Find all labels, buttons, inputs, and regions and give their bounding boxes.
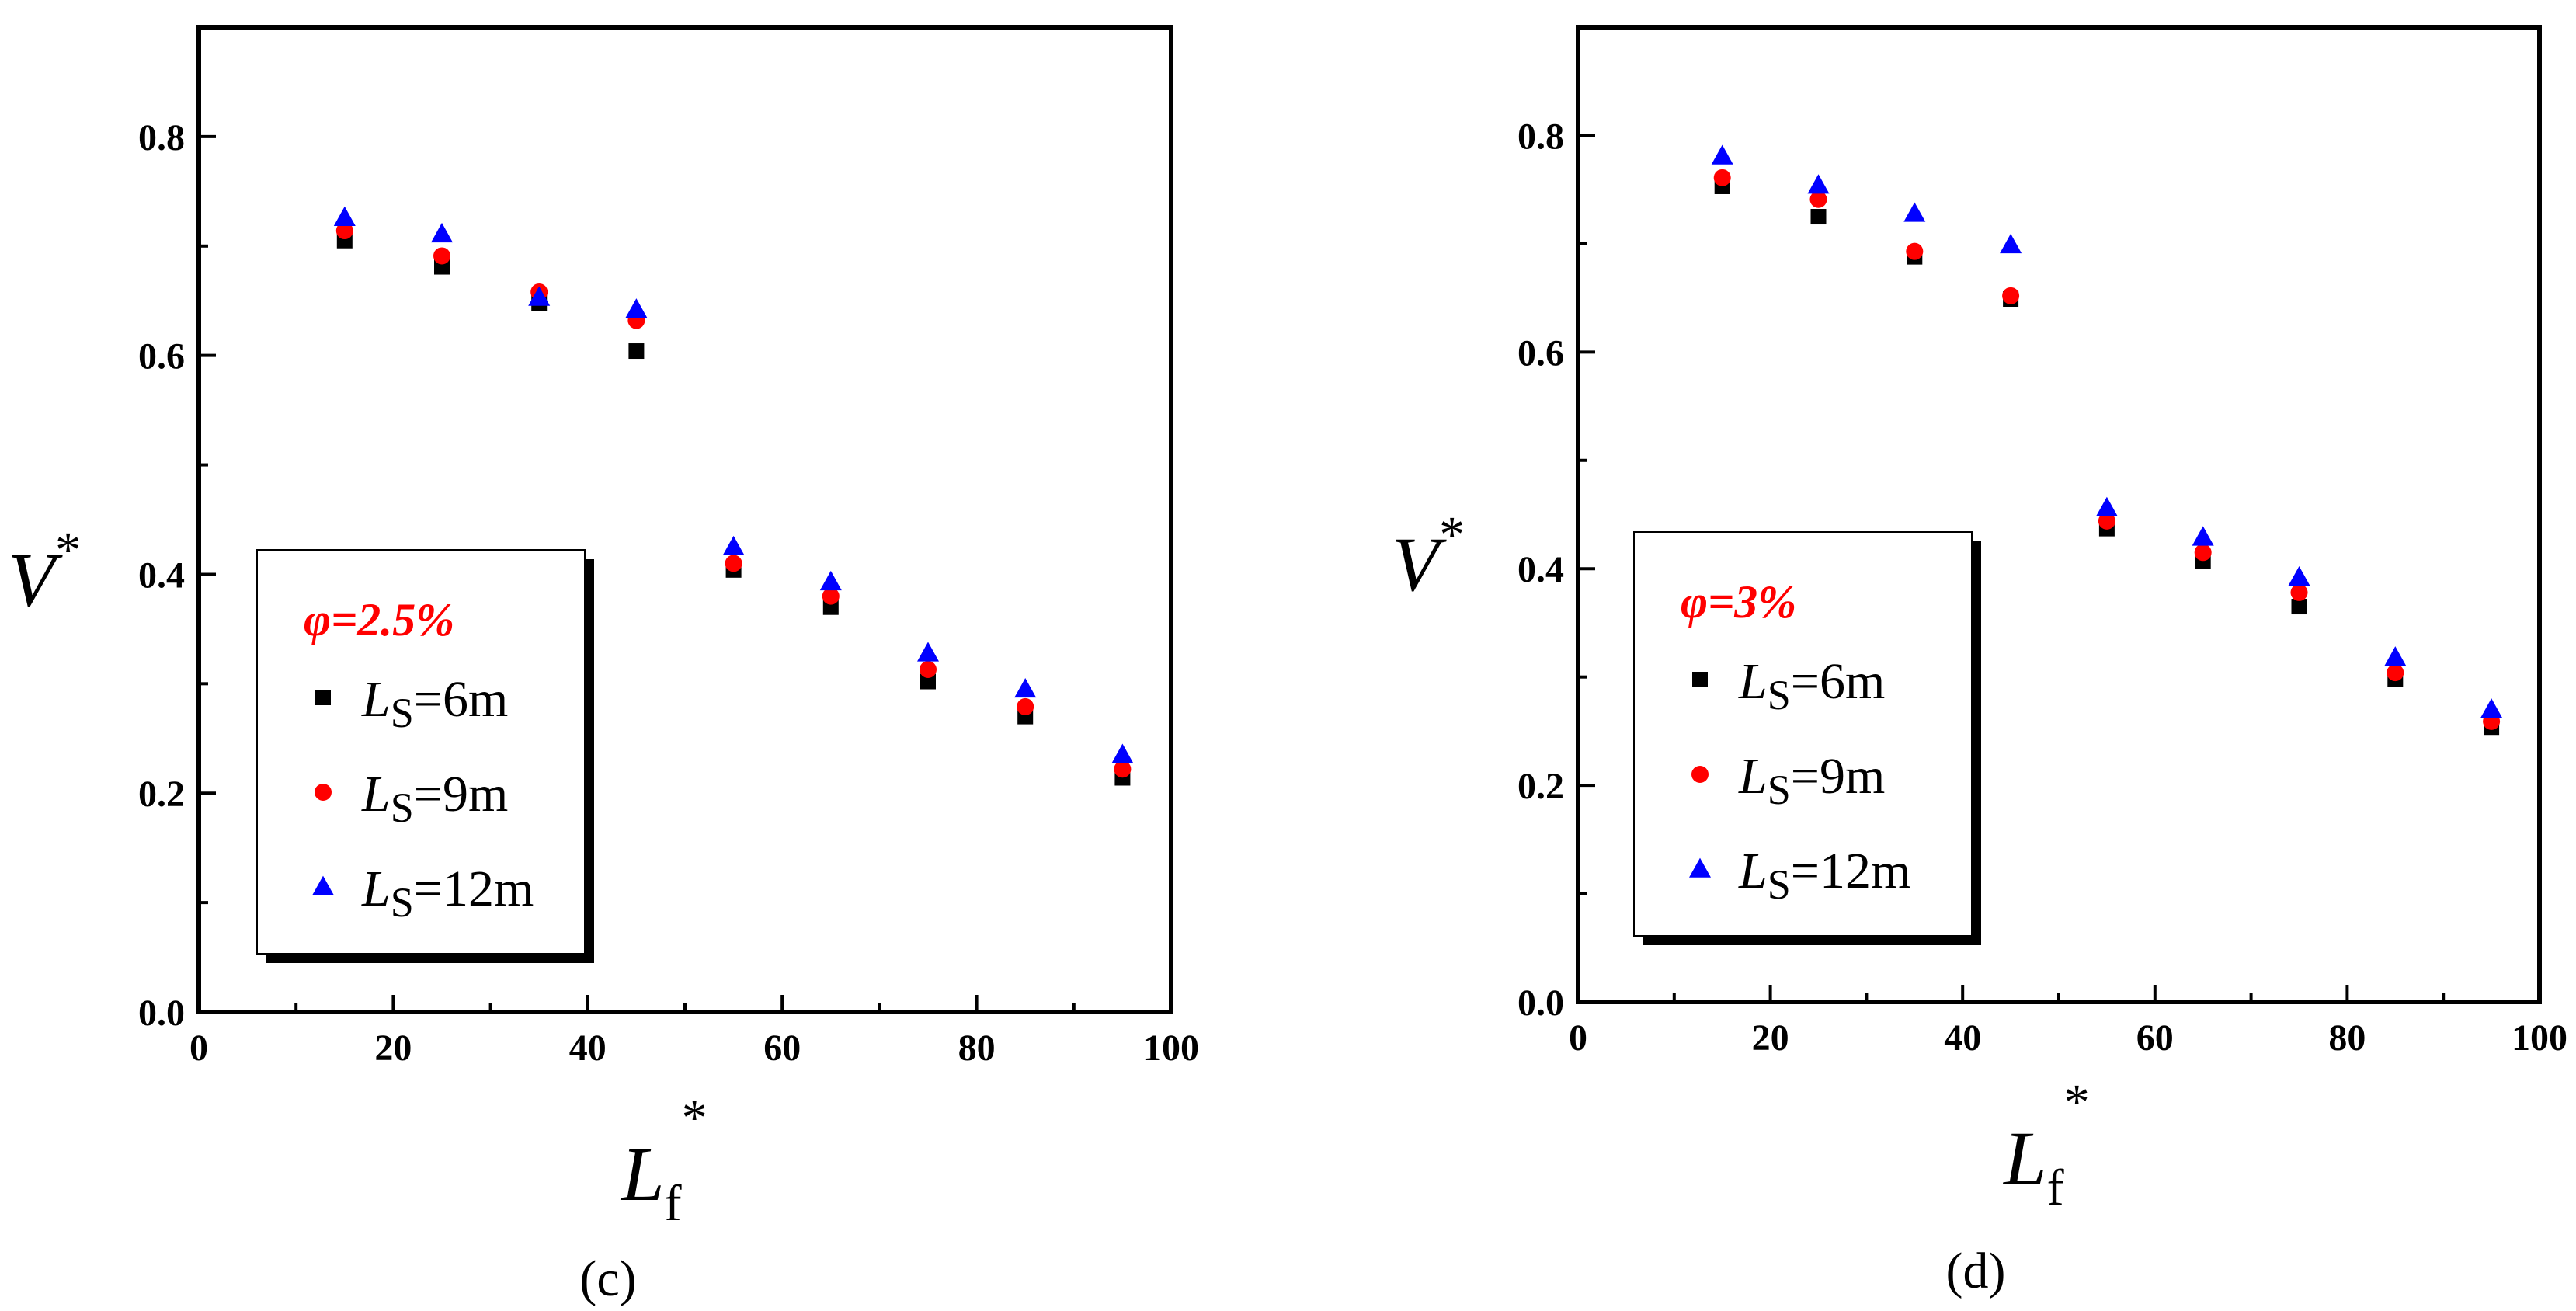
legend-title: φ=2.5%: [304, 594, 454, 645]
data-point: [822, 587, 840, 605]
data-point: [1810, 209, 1827, 225]
data-point: [1903, 202, 1926, 222]
x-tick-label: 0: [189, 1028, 208, 1069]
y-tick-label: 0.4: [1517, 549, 1564, 590]
x-tick-label: 80: [2328, 1017, 2366, 1059]
legend-label: LS=12m: [1738, 843, 1910, 908]
legend-label: LS=6m: [361, 671, 508, 736]
data-point: [528, 286, 551, 306]
data-point: [433, 247, 450, 265]
legend-marker-triangle: [1689, 857, 1711, 878]
data-point: [1017, 697, 1034, 715]
data-point: [1713, 169, 1731, 186]
y-tick-label: 0.0: [138, 993, 185, 1034]
legend-marker-triangle: [312, 875, 334, 895]
data-point: [1014, 677, 1037, 698]
data-point: [625, 298, 648, 318]
data-point: [2000, 233, 2022, 254]
x-tick-label: 20: [374, 1028, 412, 1069]
data-point: [2288, 565, 2310, 586]
y-tick-label: 0.0: [1517, 982, 1564, 1024]
y-axis-title: V*: [1392, 506, 1465, 607]
legend-marker-square: [315, 690, 331, 705]
data-point: [1809, 190, 1827, 208]
data-point: [819, 570, 842, 591]
legend: φ=2.5% LS=6m LS=9m LS=12m: [256, 549, 594, 963]
x-axis-title: Lf*: [620, 1090, 707, 1232]
y-tick-label: 0.8: [1517, 116, 1564, 157]
legend-label: LS=9m: [361, 766, 508, 831]
data-point: [1711, 144, 1733, 165]
data-point: [920, 673, 936, 690]
series-circle: [1713, 169, 2501, 730]
legend-title: φ=3%: [1681, 576, 1796, 628]
y-tick-label: 0.2: [138, 774, 185, 815]
data-point: [2384, 646, 2407, 666]
y-tick-label: 0.6: [1517, 332, 1564, 374]
legend-label: LS=12m: [361, 861, 534, 926]
legend: φ=3% LS=6m LS=9m LS=12m: [1633, 531, 1981, 945]
data-point: [2480, 698, 2503, 718]
series-triangle: [1711, 144, 2503, 718]
x-tick-label: 100: [2512, 1017, 2567, 1059]
legend-marker-circle: [315, 784, 332, 801]
data-point: [2095, 496, 2118, 516]
data-point: [1906, 242, 1924, 260]
data-point: [917, 642, 939, 662]
y-tick-label: 0.6: [138, 336, 185, 377]
data-point: [1114, 760, 1132, 778]
legend-box: [1633, 531, 1973, 937]
legend-box: [256, 549, 586, 955]
legend-label: LS=6m: [1738, 653, 1885, 718]
panel-label: (d): [1946, 1243, 2006, 1299]
legend-marker-circle: [1691, 766, 1709, 783]
data-point: [2291, 599, 2307, 615]
y-axis-title: V*: [8, 522, 81, 623]
x-tick-label: 0: [1569, 1017, 1587, 1059]
legend-marker-square: [1692, 672, 1708, 687]
data-point: [335, 222, 353, 240]
legend-label: LS=9m: [1738, 748, 1885, 813]
data-point: [725, 555, 742, 572]
x-tick-label: 60: [2136, 1017, 2174, 1059]
data-point: [1111, 743, 1134, 763]
data-point: [628, 343, 645, 360]
data-point: [2194, 544, 2212, 562]
x-tick-label: 40: [569, 1028, 607, 1069]
data-point: [920, 661, 937, 679]
data-point: [431, 222, 453, 243]
y-tick-label: 0.8: [138, 117, 185, 158]
data-point: [2192, 526, 2214, 546]
data-point: [2387, 664, 2404, 682]
x-tick-label: 60: [763, 1028, 801, 1069]
x-tick-label: 80: [958, 1028, 996, 1069]
data-point: [2290, 583, 2308, 601]
data-point: [722, 535, 745, 556]
x-tick-label: 20: [1752, 1017, 1789, 1059]
chart-panel-1: 0 20 40 60 80 100 0.0 0.2 0.4 0.6 0.8 Lf* V* φ=3% LS=6…: [1392, 25, 2567, 1299]
chart-panel-0: 0 20 40 60 80 100 0.0 0.2 0.4 0.6 0.8 Lf* V* φ=2.5% LS…: [8, 25, 1199, 1307]
data-point: [2002, 287, 2020, 304]
data-point: [1807, 174, 1830, 194]
series-triangle: [333, 206, 1134, 763]
x-tick-label: 40: [1944, 1017, 1981, 1059]
y-tick-label: 0.2: [1517, 766, 1564, 807]
y-tick-label: 0.4: [138, 555, 185, 596]
x-tick-label: 100: [1143, 1028, 1199, 1069]
data-point: [333, 206, 356, 226]
data-point: [2098, 512, 2115, 530]
x-axis-title: Lf*: [2002, 1074, 2090, 1216]
panel-label: (c): [579, 1250, 636, 1307]
